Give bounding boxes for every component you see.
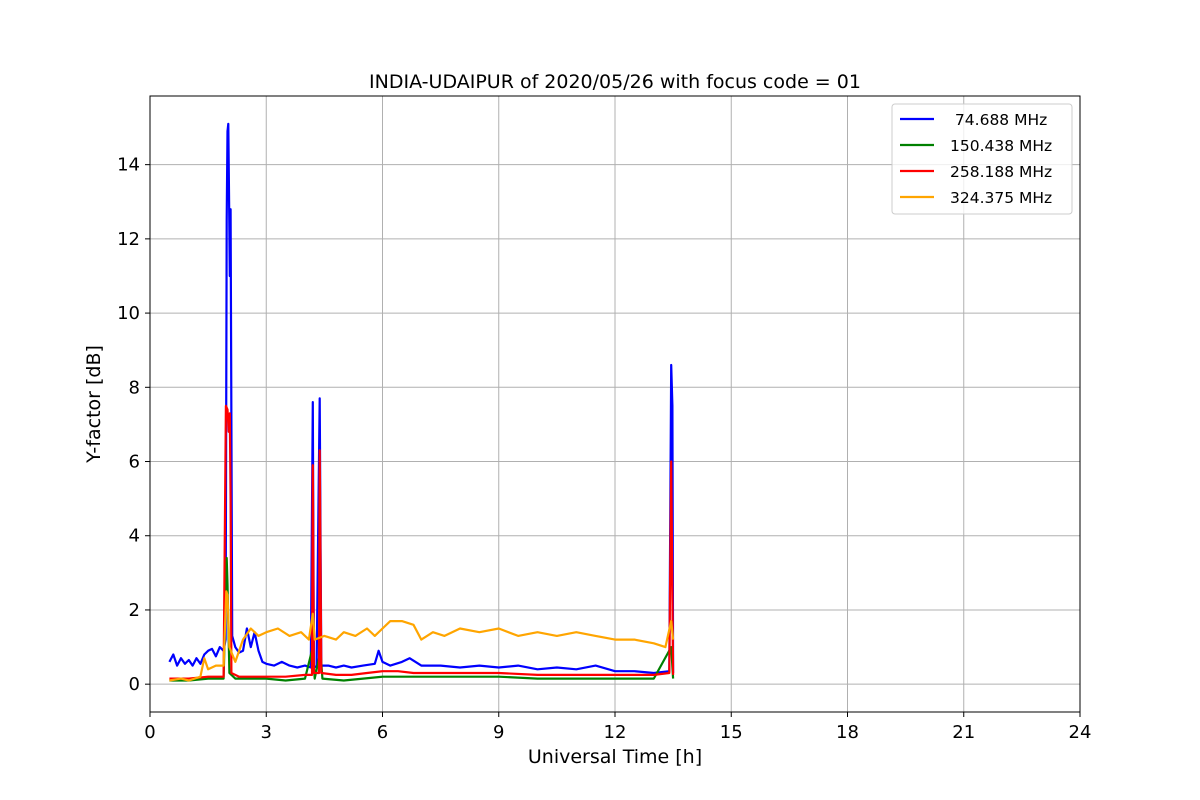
x-axis-label: Universal Time [h]: [528, 746, 702, 768]
series-line-2: [169, 404, 675, 680]
y-tick-label: 8: [129, 377, 140, 398]
y-tick-label: 4: [129, 526, 140, 547]
x-tick-label: 9: [493, 722, 504, 743]
legend-label-1: 150.438 MHz: [950, 137, 1052, 155]
x-tick-label: 6: [377, 722, 388, 743]
x-tick-label: 15: [720, 722, 743, 743]
chart-title: INDIA-UDAIPUR of 2020/05/26 with focus c…: [369, 71, 861, 93]
y-tick-label: 12: [117, 229, 140, 250]
legend-label-3: 324.375 MHz: [950, 189, 1052, 207]
x-tick-label: 12: [604, 722, 627, 743]
y-axis-ticks: 0 2 4 6 8 10 12 14: [117, 155, 150, 695]
y-tick-label: 10: [117, 303, 140, 324]
x-tick-label: 21: [952, 722, 975, 743]
y-tick-label: 0: [129, 674, 140, 695]
x-tick-label: 0: [144, 722, 155, 743]
legend-label-0: 74.688 MHz: [950, 111, 1047, 129]
legend: 74.688 MHz 150.438 MHz 258.188 MHz 324.375 …: [891, 103, 1073, 215]
y-tick-label: 2: [129, 600, 140, 621]
x-tick-label: 3: [261, 722, 272, 743]
series-line-0: [168, 122, 675, 675]
y-axis-label: Y-factor [dB]: [83, 345, 105, 464]
y-tick-label: 6: [129, 452, 140, 473]
legend-label-2: 258.188 MHz: [950, 163, 1052, 181]
x-tick-label: 18: [836, 722, 859, 743]
x-axis-ticks: 0 3 6 9 12 15 18 21 24: [144, 712, 1091, 743]
y-tick-label: 14: [117, 155, 140, 176]
series-line-3: [169, 590, 675, 682]
x-tick-label: 24: [1069, 722, 1092, 743]
series-layer: [168, 122, 675, 682]
legend-box: [891, 103, 1073, 215]
